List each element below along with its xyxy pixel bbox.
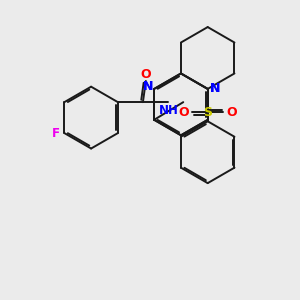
Text: F: F xyxy=(52,127,60,140)
Text: O: O xyxy=(179,106,189,119)
Text: NH: NH xyxy=(159,103,178,117)
Text: N: N xyxy=(210,82,220,95)
Text: N: N xyxy=(142,80,153,93)
Text: S: S xyxy=(203,106,212,119)
Text: O: O xyxy=(226,106,237,119)
Text: N: N xyxy=(210,82,220,95)
Text: O: O xyxy=(140,68,151,81)
Text: N: N xyxy=(142,80,153,93)
